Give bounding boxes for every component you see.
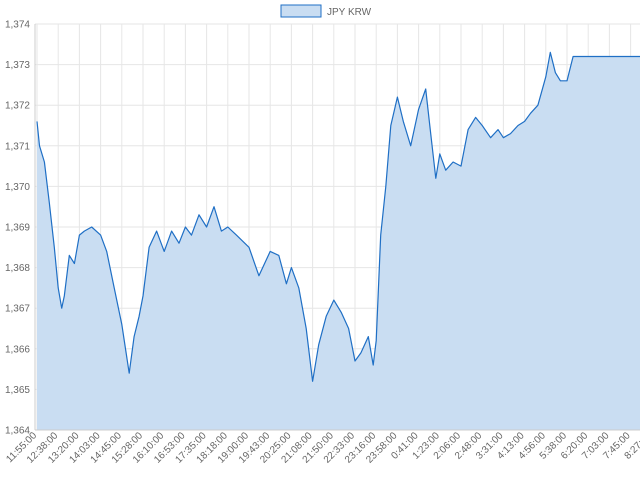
y-tick-label: 1,367 bbox=[5, 304, 30, 315]
series-area-layer bbox=[36, 51, 640, 430]
series-area-fill bbox=[37, 52, 640, 430]
y-tick-label: 1,370 bbox=[5, 182, 30, 193]
y-tick-label: 1,366 bbox=[5, 344, 30, 355]
y-tick-label: 1,373 bbox=[5, 60, 30, 71]
legend-label[interactable]: JPY KRW bbox=[327, 7, 372, 18]
legend[interactable]: JPY KRW bbox=[280, 4, 372, 18]
y-tick-label: 1,374 bbox=[5, 20, 30, 31]
y-tick-label: 1,371 bbox=[5, 141, 30, 152]
y-tick-label: 1,364 bbox=[5, 426, 30, 437]
y-tick-label: 1,369 bbox=[5, 223, 30, 234]
series-line bbox=[36, 51, 640, 382]
y-tick-label: 1,365 bbox=[5, 385, 30, 396]
y-tick-label: 1,372 bbox=[5, 101, 30, 112]
legend-swatch[interactable] bbox=[280, 4, 322, 18]
y-tick-label: 1,368 bbox=[5, 263, 30, 274]
